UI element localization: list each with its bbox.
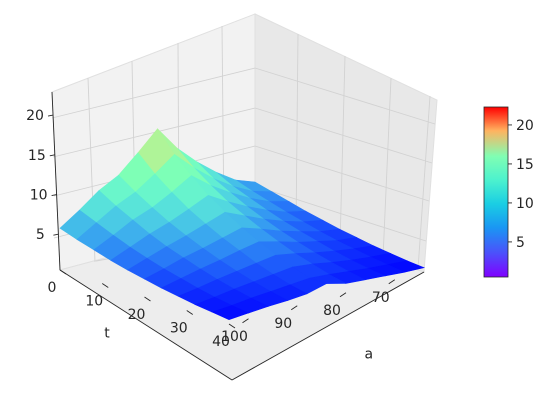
gridline	[254, 67, 436, 125]
t-axis-label: t	[104, 326, 110, 342]
surface-patch	[211, 305, 250, 321]
t-axis-line	[59, 269, 233, 381]
a-tick-label: 100	[221, 329, 248, 345]
a-tick-label: 80	[323, 303, 341, 319]
t-axis-tick	[144, 296, 151, 302]
colorbar-tick-label: 10	[516, 196, 534, 212]
a-tick-label: 70	[372, 290, 390, 306]
z-tick-label: 5	[36, 227, 45, 243]
z-axis-tick	[53, 233, 59, 236]
z-tick-label: 20	[26, 108, 44, 124]
t-axis-tick	[186, 310, 193, 315]
z-axis-tick	[49, 154, 55, 157]
z-axis-tick	[47, 114, 54, 117]
t-axis-tick	[228, 323, 236, 329]
a-axis-tick	[388, 279, 395, 285]
z-tick-label: 10	[30, 188, 48, 204]
surface-mesh	[59, 128, 425, 321]
t-axis-tick	[102, 283, 109, 288]
a-axis-line	[231, 271, 425, 381]
t-tick-label: 0	[48, 280, 57, 296]
t-axis-tick	[59, 269, 67, 275]
a-tick-label: 90	[274, 316, 292, 332]
t-tick-label: 10	[85, 294, 103, 310]
colorbar-tick-label: 15	[516, 157, 534, 173]
a-axis-label: a	[364, 347, 373, 363]
z-tick-label: 15	[28, 148, 46, 164]
colorbar-ticks: 5 10 15 20	[508, 118, 534, 251]
z-axis-line	[51, 91, 61, 271]
axis-lines	[51, 91, 425, 381]
a-axis-tick	[242, 318, 249, 324]
t-tick-label: 30	[170, 321, 188, 337]
colorbar: 5 10 15 20	[483, 106, 534, 278]
a-axis-tick	[339, 292, 347, 298]
gridline	[254, 145, 430, 202]
z-axis-tick	[51, 194, 57, 196]
gridline	[295, 33, 299, 232]
gridline	[52, 107, 256, 158]
t-tick-label: 40	[212, 334, 230, 350]
gridline	[254, 185, 427, 242]
gridline	[51, 67, 256, 119]
colorbar-tick-label: 20	[516, 118, 534, 134]
gridline	[254, 107, 433, 164]
gridline	[417, 95, 431, 270]
a-axis-tick	[291, 305, 298, 311]
colorbar-gradient	[483, 106, 509, 278]
axis-ticks: 70 80 90 100 a 0 10 20 30 40 t 5 10 15 20	[26, 108, 395, 363]
t-tick-label: 20	[128, 307, 146, 323]
colorbar-tick-label: 5	[516, 235, 525, 251]
